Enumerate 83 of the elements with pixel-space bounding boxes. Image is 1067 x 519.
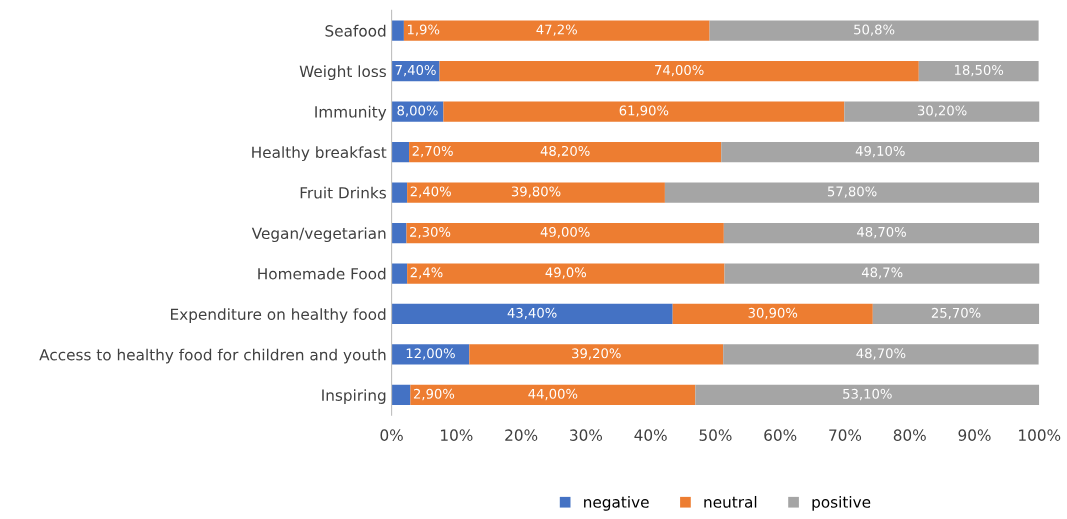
bar [391, 263, 408, 284]
y-tick-label: Inspiring [322, 389, 386, 404]
data-label: 57,80% [827, 186, 877, 198]
data-label: 2,70% [412, 145, 453, 158]
bar [672, 303, 873, 325]
bar [469, 344, 724, 365]
bar [407, 263, 725, 284]
data-label: 8,00% [397, 105, 438, 117]
data-label: 53,10% [843, 388, 892, 401]
bar [723, 344, 1039, 365]
bar [844, 101, 1040, 122]
bar [872, 303, 1040, 325]
data-label: 48,70% [857, 226, 906, 239]
bar [391, 20, 404, 41]
legend-label: positive [812, 495, 871, 511]
bar [406, 222, 724, 244]
y-tick-label: Homemade Food [258, 267, 386, 280]
data-label: 30,90% [748, 307, 798, 320]
bar [410, 384, 696, 406]
data-label: 43,40% [507, 307, 557, 320]
bar [391, 344, 470, 365]
data-label: 18,50% [955, 64, 1004, 77]
data-label: 2,40% [410, 186, 451, 198]
legend-label: negative [584, 495, 649, 511]
legend-label: neutral [704, 495, 757, 508]
bar [391, 101, 444, 122]
y-tick-label: Access to healthy food for children and youth [39, 348, 386, 364]
x-tick-label: 40% [634, 429, 667, 441]
data-label: 44,00% [528, 388, 578, 401]
data-label: 49,10% [855, 145, 905, 158]
bar [918, 60, 1039, 82]
bar [391, 222, 407, 244]
y-tick-label: Seafood [325, 24, 386, 37]
bar [443, 101, 845, 122]
data-label: 1,9% [407, 24, 440, 36]
x-tick-label: 30% [570, 429, 603, 441]
y-tick-label: Immunity [315, 105, 387, 121]
x-tick-label: 50% [699, 429, 732, 441]
x-tick-label: 0% [380, 429, 403, 441]
data-label: 48,70% [856, 348, 906, 360]
x-tick-label: 100% [1019, 429, 1061, 441]
data-label: 48,20% [540, 145, 590, 158]
x-tick-label: 80% [893, 429, 926, 441]
data-label: 2,90% [413, 388, 455, 401]
bar [664, 182, 1040, 203]
bar [723, 222, 1040, 244]
bar [391, 303, 673, 325]
bar [409, 141, 722, 163]
bar [407, 182, 665, 203]
data-label: 39,20% [572, 348, 621, 360]
data-label: 47,2% [536, 24, 577, 36]
y-tick-label: Fruit Drinks [300, 186, 386, 199]
data-label: 2,30% [410, 226, 451, 239]
bar [391, 182, 408, 203]
data-label: 49,00% [540, 226, 590, 239]
bar [403, 20, 710, 41]
data-label: 49,0% [545, 267, 587, 279]
data-label: 48,7% [861, 267, 903, 279]
x-tick-label: 90% [958, 429, 991, 441]
x-tick-label: 20% [505, 429, 538, 441]
x-tick-label: 70% [829, 429, 862, 441]
bar [709, 20, 1039, 41]
bar [695, 384, 1040, 406]
bar [391, 141, 410, 163]
data-label: 74,00% [655, 64, 704, 77]
data-label: 30,20% [917, 105, 967, 117]
data-label: 2,4% [410, 267, 443, 279]
y-tick-label: Vegan/vegetarian [251, 227, 386, 243]
data-label: 12,00% [406, 348, 455, 360]
data-label: 61,90% [619, 105, 669, 117]
data-label: 50,8% [854, 24, 895, 36]
y-tick-label: Weight loss [299, 65, 386, 81]
data-label: 25,70% [931, 307, 981, 320]
x-tick-label: 10% [441, 429, 473, 441]
bar [721, 141, 1040, 163]
data-label: 39,80% [511, 186, 561, 198]
bar [439, 60, 919, 82]
bar [391, 384, 411, 406]
x-tick-label: 60% [764, 429, 797, 441]
data-label: 7,40% [395, 64, 436, 77]
y-tick-label: Healthy breakfast [252, 146, 387, 162]
y-tick-label: Expenditure on healthy food [171, 308, 386, 323]
bar [724, 263, 1040, 284]
